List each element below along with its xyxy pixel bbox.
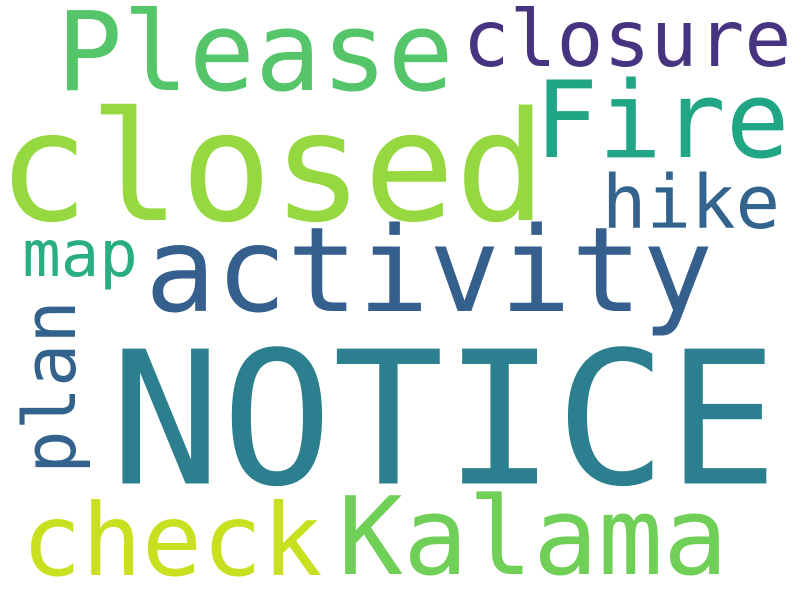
word-activity: activity bbox=[144, 201, 714, 339]
word-closure: closure bbox=[462, 0, 792, 85]
word-fire: Fire bbox=[534, 59, 790, 182]
word-please: Please bbox=[56, 0, 454, 116]
word-plan: plan bbox=[8, 300, 92, 474]
word-closed: closed bbox=[0, 79, 547, 256]
word-map: map bbox=[22, 218, 138, 292]
word-notice: NOTICE bbox=[109, 311, 779, 528]
word-check: check bbox=[21, 482, 323, 599]
word-hike: hike bbox=[601, 160, 781, 246]
word-kalama: Kalama bbox=[337, 475, 729, 600]
